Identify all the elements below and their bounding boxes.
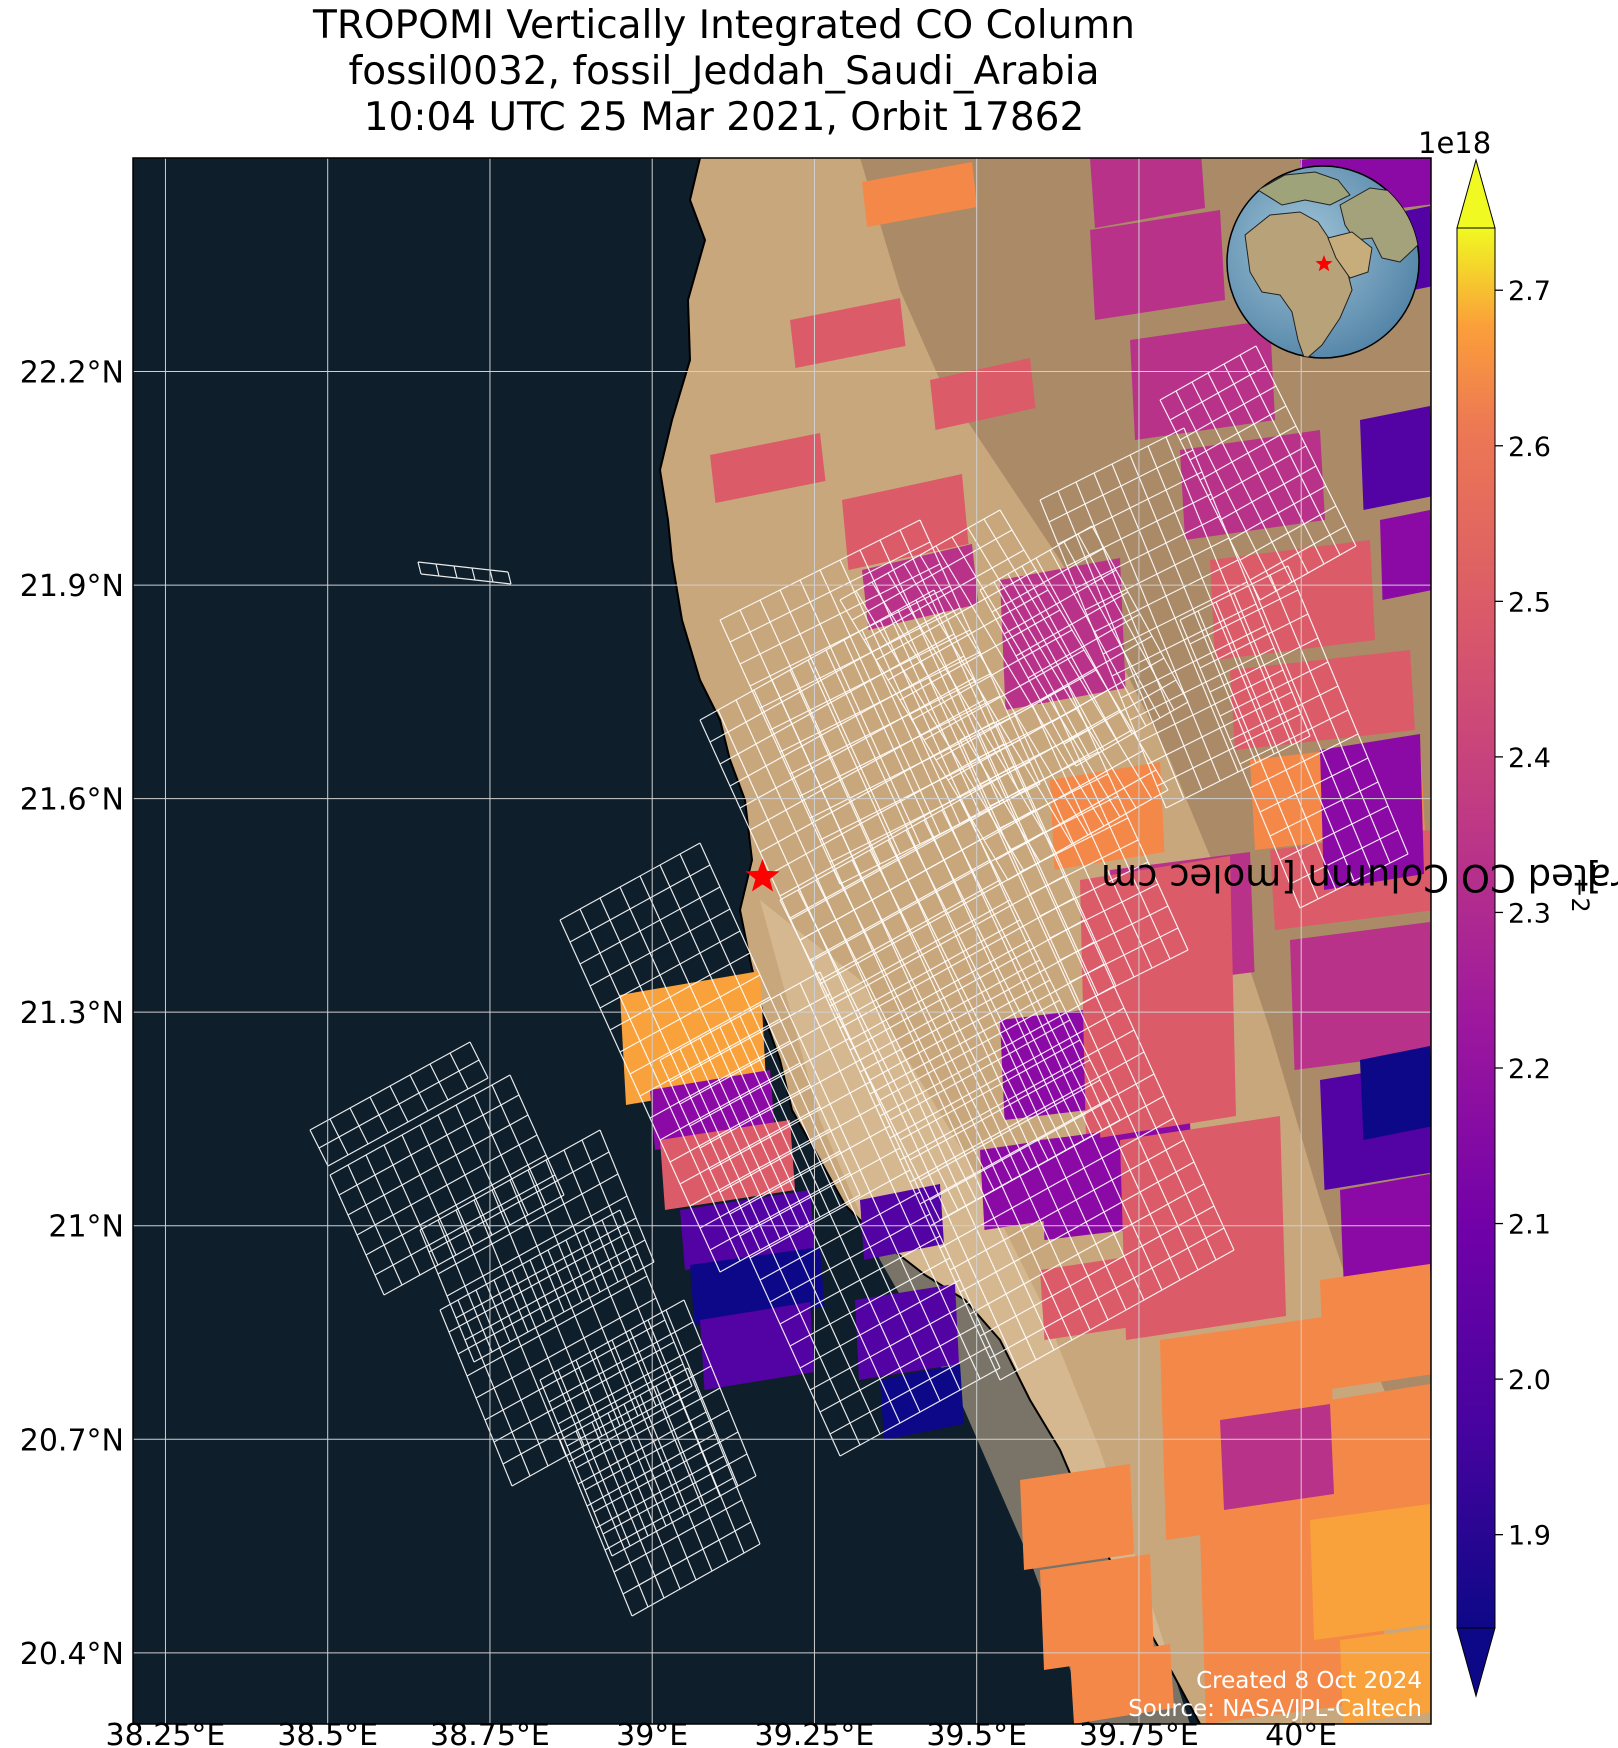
co-pixel	[1220, 1404, 1334, 1510]
co-pixel	[1310, 1504, 1431, 1640]
lon-tick-label: 39.25°E	[755, 1718, 875, 1748]
masked-pixel-grid	[559, 842, 861, 1273]
colorbar-tick-label: 2.6	[1508, 432, 1551, 463]
lon-tick-label: 38.75°E	[430, 1718, 550, 1748]
colorbar-tick-label: 1.9	[1508, 1521, 1551, 1552]
map-gridlines	[133, 158, 1431, 1724]
co-pixel	[930, 358, 1036, 430]
colorbar-exponent: 1e18	[1418, 126, 1492, 160]
masked-pixel-grid	[559, 1367, 761, 1617]
masked-pixel-grid	[419, 1129, 655, 1363]
colorbar-extend-max	[1456, 158, 1496, 229]
map-area	[133, 158, 1431, 1724]
co-pixel	[1380, 510, 1431, 600]
co-pixel	[790, 298, 906, 368]
co-pixel	[1330, 1384, 1431, 1520]
co-pixel	[1130, 320, 1275, 440]
lat-tick-label: 21°N	[48, 1210, 124, 1245]
co-pixel	[1340, 1174, 1431, 1290]
masked-pixel-grid	[1179, 565, 1409, 909]
co-pixel	[1360, 406, 1431, 510]
lat-tick-label: 21.9°N	[20, 569, 124, 604]
co-pixel	[700, 1302, 815, 1390]
co-pixel	[1040, 1554, 1154, 1670]
colorbar-ticks: 1.9 2.0 2.1 2.2 2.3 2.4 2.5 2.6 2.7	[1495, 276, 1551, 1552]
colorbar-tick-label: 2.0	[1508, 1365, 1551, 1396]
co-pixel	[1210, 540, 1375, 660]
chart-title-line-2: fossil0032, fossil_Jeddah_Saudi_Arabia	[348, 49, 1100, 94]
co-pixel	[1090, 158, 1205, 228]
co-pixel	[1320, 734, 1424, 890]
latitude-tick-labels: 20.4°N 20.7°N 21°N 21.3°N 21.6°N 21.9°N 22.2°N	[20, 356, 124, 1672]
masked-pixel-grid	[959, 685, 1189, 1005]
lat-tick-label: 22.2°N	[20, 356, 124, 391]
globe-europe	[1257, 171, 1351, 206]
colorbar-tick-label: 2.7	[1508, 276, 1551, 307]
co-pixel	[1340, 1628, 1431, 1724]
chart-title-line-3: 10:04 UTC 25 Mar 2021, Orbit 17862	[363, 95, 1085, 140]
masked-pixel-grid	[539, 1299, 757, 1557]
lon-tick-label: 39.5°E	[926, 1718, 1027, 1748]
lat-tick-label: 20.7°N	[20, 1423, 124, 1458]
masked-pixel-grid	[719, 519, 1041, 885]
masked-pixel-grid	[309, 1041, 489, 1167]
globe-africa	[1244, 211, 1353, 358]
co-pixel	[1090, 210, 1225, 320]
masked-pixel-grid	[779, 799, 1121, 1221]
co-pixel	[880, 1364, 964, 1440]
globe-site-marker	[1315, 255, 1333, 272]
co-pixel	[1290, 922, 1431, 1070]
inset-globe	[1226, 165, 1420, 359]
masked-pixel-grid	[1159, 345, 1357, 601]
masked-pixel-grid	[439, 1209, 693, 1487]
co-pixel	[1320, 1264, 1431, 1390]
chart-title-line-1: TROPOMI Vertically Integrated CO Column	[313, 3, 1135, 48]
masked-pixel-grid	[839, 509, 1169, 881]
masked-pixel-grid	[329, 1074, 565, 1296]
lon-tick-label: 39°E	[616, 1718, 688, 1748]
colorbar: 1.9 2.0 2.1 2.2 2.3 2.4 2.5 2.6 2.7	[1456, 158, 1551, 1698]
masked-pixel-grid	[979, 525, 1189, 767]
credit-created: Created 8 Oct 2024	[1196, 1668, 1422, 1694]
coastline	[658, 158, 1201, 1724]
co-pixel	[710, 433, 826, 503]
credit-source: Source: NASA/JPL-Caltech	[1128, 1696, 1422, 1722]
colorbar-tick-label: 2.1	[1508, 1210, 1551, 1241]
masked-pixel-grids	[309, 345, 1409, 1617]
co-pixel-layer	[620, 158, 1431, 1724]
colorbar-tick-label: 2.5	[1508, 587, 1551, 618]
lon-tick-label: 38.25°E	[106, 1718, 226, 1748]
co-pixel	[1070, 1644, 1174, 1724]
co-pixel	[1050, 762, 1165, 870]
co-pixel	[1020, 1464, 1134, 1570]
lat-tick-label: 21.3°N	[20, 996, 124, 1031]
map-frame	[132, 157, 1432, 1725]
longitude-tick-labels: 38.25°E 38.5°E 38.75°E 39°E 39.25°E 39.5°E 39.…	[106, 1718, 1338, 1748]
co-pixel	[862, 162, 977, 227]
colorbar-tick-label: 2.2	[1508, 1054, 1551, 1085]
site-star-marker	[745, 858, 780, 892]
colorbar-tick-label: 2.3	[1508, 898, 1551, 929]
co-pixel	[855, 1284, 959, 1380]
colorbar-gradient	[1457, 228, 1495, 1628]
masked-pixel-grid	[417, 561, 512, 585]
lon-tick-label: 40°E	[1265, 1718, 1337, 1748]
globe-arabia	[1327, 231, 1373, 279]
lat-tick-label: 20.4°N	[20, 1637, 124, 1672]
lon-tick-label: 38.5°E	[277, 1718, 378, 1748]
colorbar-tick-label: 2.4	[1508, 743, 1551, 774]
lat-tick-label: 21.6°N	[20, 783, 124, 818]
co-pixel	[1360, 1046, 1431, 1140]
lon-tick-label: 39.75°E	[1079, 1718, 1199, 1748]
masked-pixel-grid	[659, 971, 1001, 1457]
colorbar-extend-min	[1456, 1627, 1496, 1698]
co-pixel	[1080, 856, 1236, 1140]
